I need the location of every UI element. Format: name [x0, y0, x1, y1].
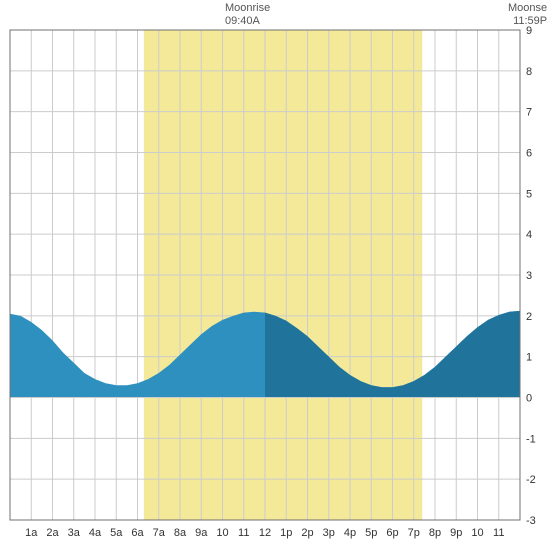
moonrise-title: Moonrise — [225, 2, 270, 15]
x-tick: 6a — [131, 527, 144, 539]
tide-chart: -3-2-101234567891a2a3a4a5a6a7a8a9a101112… — [0, 0, 550, 550]
y-tick: -1 — [526, 433, 536, 445]
moonset-time: 11:59P — [508, 15, 547, 28]
x-tick: 10 — [216, 527, 228, 539]
x-tick: 12 — [259, 527, 271, 539]
x-tick: 9a — [195, 527, 208, 539]
x-tick: 9p — [450, 527, 462, 539]
x-tick: 11 — [493, 527, 504, 539]
x-tick: 5p — [365, 527, 377, 539]
x-tick: 6p — [386, 527, 398, 539]
x-tick: 7a — [153, 527, 166, 539]
y-tick: 4 — [526, 229, 532, 241]
y-tick: -3 — [526, 515, 536, 527]
y-tick: 3 — [526, 270, 532, 282]
x-tick: 8a — [174, 527, 187, 539]
y-tick: 0 — [526, 393, 532, 405]
x-tick: 7p — [408, 527, 420, 539]
x-tick: 1a — [25, 527, 38, 539]
y-tick: 6 — [526, 148, 532, 160]
y-tick: 7 — [526, 107, 532, 119]
x-tick: 10 — [471, 527, 483, 539]
y-tick: 5 — [526, 188, 532, 200]
x-tick: 3a — [68, 527, 81, 539]
tide-chart-container: Moonrise 09:40A Moonse 11:59P -3-2-10123… — [0, 0, 550, 550]
y-tick: -2 — [526, 474, 536, 486]
y-tick: 8 — [526, 66, 532, 78]
x-tick: 2p — [301, 527, 313, 539]
x-tick: 1p — [280, 527, 292, 539]
y-tick: 1 — [526, 352, 532, 364]
moonset-label: Moonse 11:59P — [508, 2, 547, 28]
x-tick: 2a — [46, 527, 59, 539]
y-tick: 2 — [526, 311, 532, 323]
x-tick: 3p — [323, 527, 335, 539]
x-tick: 4a — [89, 527, 102, 539]
x-tick: 4p — [344, 527, 356, 539]
moonset-title: Moonse — [508, 2, 547, 15]
moonrise-label: Moonrise 09:40A — [225, 2, 270, 28]
x-tick: 8p — [429, 527, 441, 539]
x-tick: 11 — [238, 527, 249, 539]
moonrise-time: 09:40A — [225, 15, 270, 28]
x-tick: 5a — [110, 527, 123, 539]
